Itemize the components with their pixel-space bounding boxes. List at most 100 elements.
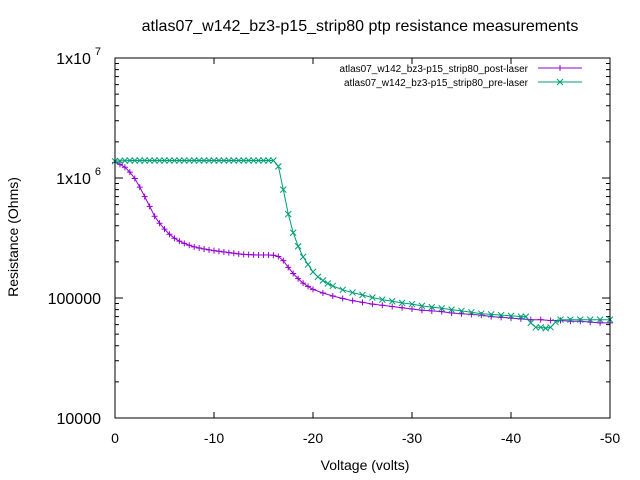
- data-point: [196, 245, 203, 252]
- x-tick-label: 0: [111, 430, 119, 446]
- legend-label: atlas07_w142_bz3-p15_strip80_pre-laser: [344, 78, 529, 89]
- data-point: [146, 157, 154, 164]
- data-point: [329, 282, 337, 290]
- series-post-laser: [112, 159, 613, 326]
- data-point: [166, 231, 173, 238]
- data-point: [418, 302, 426, 310]
- data-point: [304, 261, 312, 268]
- data-point: [487, 311, 495, 318]
- legend-marker: [557, 65, 563, 71]
- data-point: [201, 246, 208, 253]
- data-point: [290, 270, 297, 277]
- data-point: [260, 157, 267, 164]
- y-tick-label: 1x10 6: [56, 166, 101, 188]
- data-point: [369, 301, 376, 308]
- data-point: [141, 193, 148, 200]
- data-point: [468, 308, 475, 316]
- data-point: [180, 157, 188, 164]
- data-point: [166, 157, 173, 164]
- data-point: [339, 286, 347, 294]
- data-point: [121, 157, 129, 165]
- data-point: [359, 291, 366, 299]
- data-point: [388, 297, 396, 305]
- data-point: [517, 313, 525, 320]
- data-point: [324, 280, 332, 287]
- data-point: [210, 157, 218, 164]
- data-point: [220, 157, 228, 164]
- data-point: [398, 299, 406, 307]
- data-point: [126, 169, 133, 176]
- data-point: [532, 323, 540, 331]
- data-point: [171, 157, 178, 164]
- data-point: [146, 203, 153, 210]
- data-point: [190, 157, 198, 164]
- data-point: [319, 290, 326, 297]
- data-point: [299, 253, 307, 261]
- y-axis-label: Resistance (Ohms): [5, 177, 21, 297]
- data-point: [161, 226, 168, 233]
- data-point: [300, 280, 307, 287]
- data-point: [245, 157, 253, 164]
- data-point: [240, 157, 248, 164]
- y-tick-label: 10000: [57, 411, 102, 428]
- data-point: [280, 257, 287, 264]
- data-point: [116, 161, 123, 168]
- data-point: [151, 213, 158, 220]
- data-point: [507, 312, 515, 320]
- data-point: [191, 243, 198, 250]
- data-point: [220, 248, 227, 255]
- data-point: [121, 164, 128, 171]
- chart-title: atlas07_w142_bz3-p15_strip80 ptp resista…: [142, 18, 579, 35]
- data-point: [295, 275, 302, 282]
- data-point: [586, 316, 594, 324]
- y-tick-label: 1x10 7: [56, 46, 101, 68]
- data-point: [552, 318, 559, 326]
- legend-label: atlas07_w142_bz3-p15_strip80_post-laser: [340, 64, 529, 75]
- data-point: [448, 306, 455, 313]
- data-point: [186, 242, 193, 249]
- data-point: [458, 307, 465, 315]
- data-point: [215, 157, 223, 164]
- data-point: [379, 302, 386, 309]
- data-point: [329, 292, 336, 299]
- data-point: [156, 157, 163, 164]
- data-point: [349, 289, 356, 296]
- data-point: [255, 157, 262, 164]
- data-point: [175, 157, 183, 164]
- data-point: [359, 299, 366, 306]
- data-point: [339, 295, 346, 302]
- data-point: [557, 316, 564, 324]
- data-point: [547, 323, 554, 331]
- data-point: [289, 229, 297, 237]
- data-point: [448, 309, 455, 316]
- data-point: [265, 157, 272, 164]
- data-point: [409, 305, 415, 312]
- data-point: [310, 286, 316, 293]
- data-point: [477, 310, 485, 318]
- data-point: [285, 264, 292, 271]
- data-point: [537, 316, 544, 323]
- data-point: [458, 310, 465, 317]
- data-point: [270, 157, 277, 164]
- data-point: [171, 235, 178, 242]
- x-tick-label: -40: [501, 430, 521, 446]
- plot-frame: [114, 57, 611, 419]
- x-axis-label: Voltage (volts): [321, 457, 410, 473]
- data-point: [225, 249, 232, 256]
- data-point: [161, 157, 168, 164]
- axis-ticks: 0 -10 -20 -30 -40 -50 10000 100000 1x10 6 1x10 7: [48, 46, 621, 446]
- data-point: [141, 157, 149, 164]
- data-point: [131, 157, 139, 164]
- data-point: [270, 252, 277, 259]
- data-point: [230, 157, 238, 164]
- data-point: [274, 163, 282, 170]
- data-point: [185, 157, 193, 164]
- data-point: [215, 248, 222, 255]
- data-point: [319, 277, 327, 284]
- data-point: [428, 307, 435, 314]
- series-layer: [111, 157, 614, 332]
- data-point: [389, 303, 396, 310]
- data-point: [195, 157, 203, 164]
